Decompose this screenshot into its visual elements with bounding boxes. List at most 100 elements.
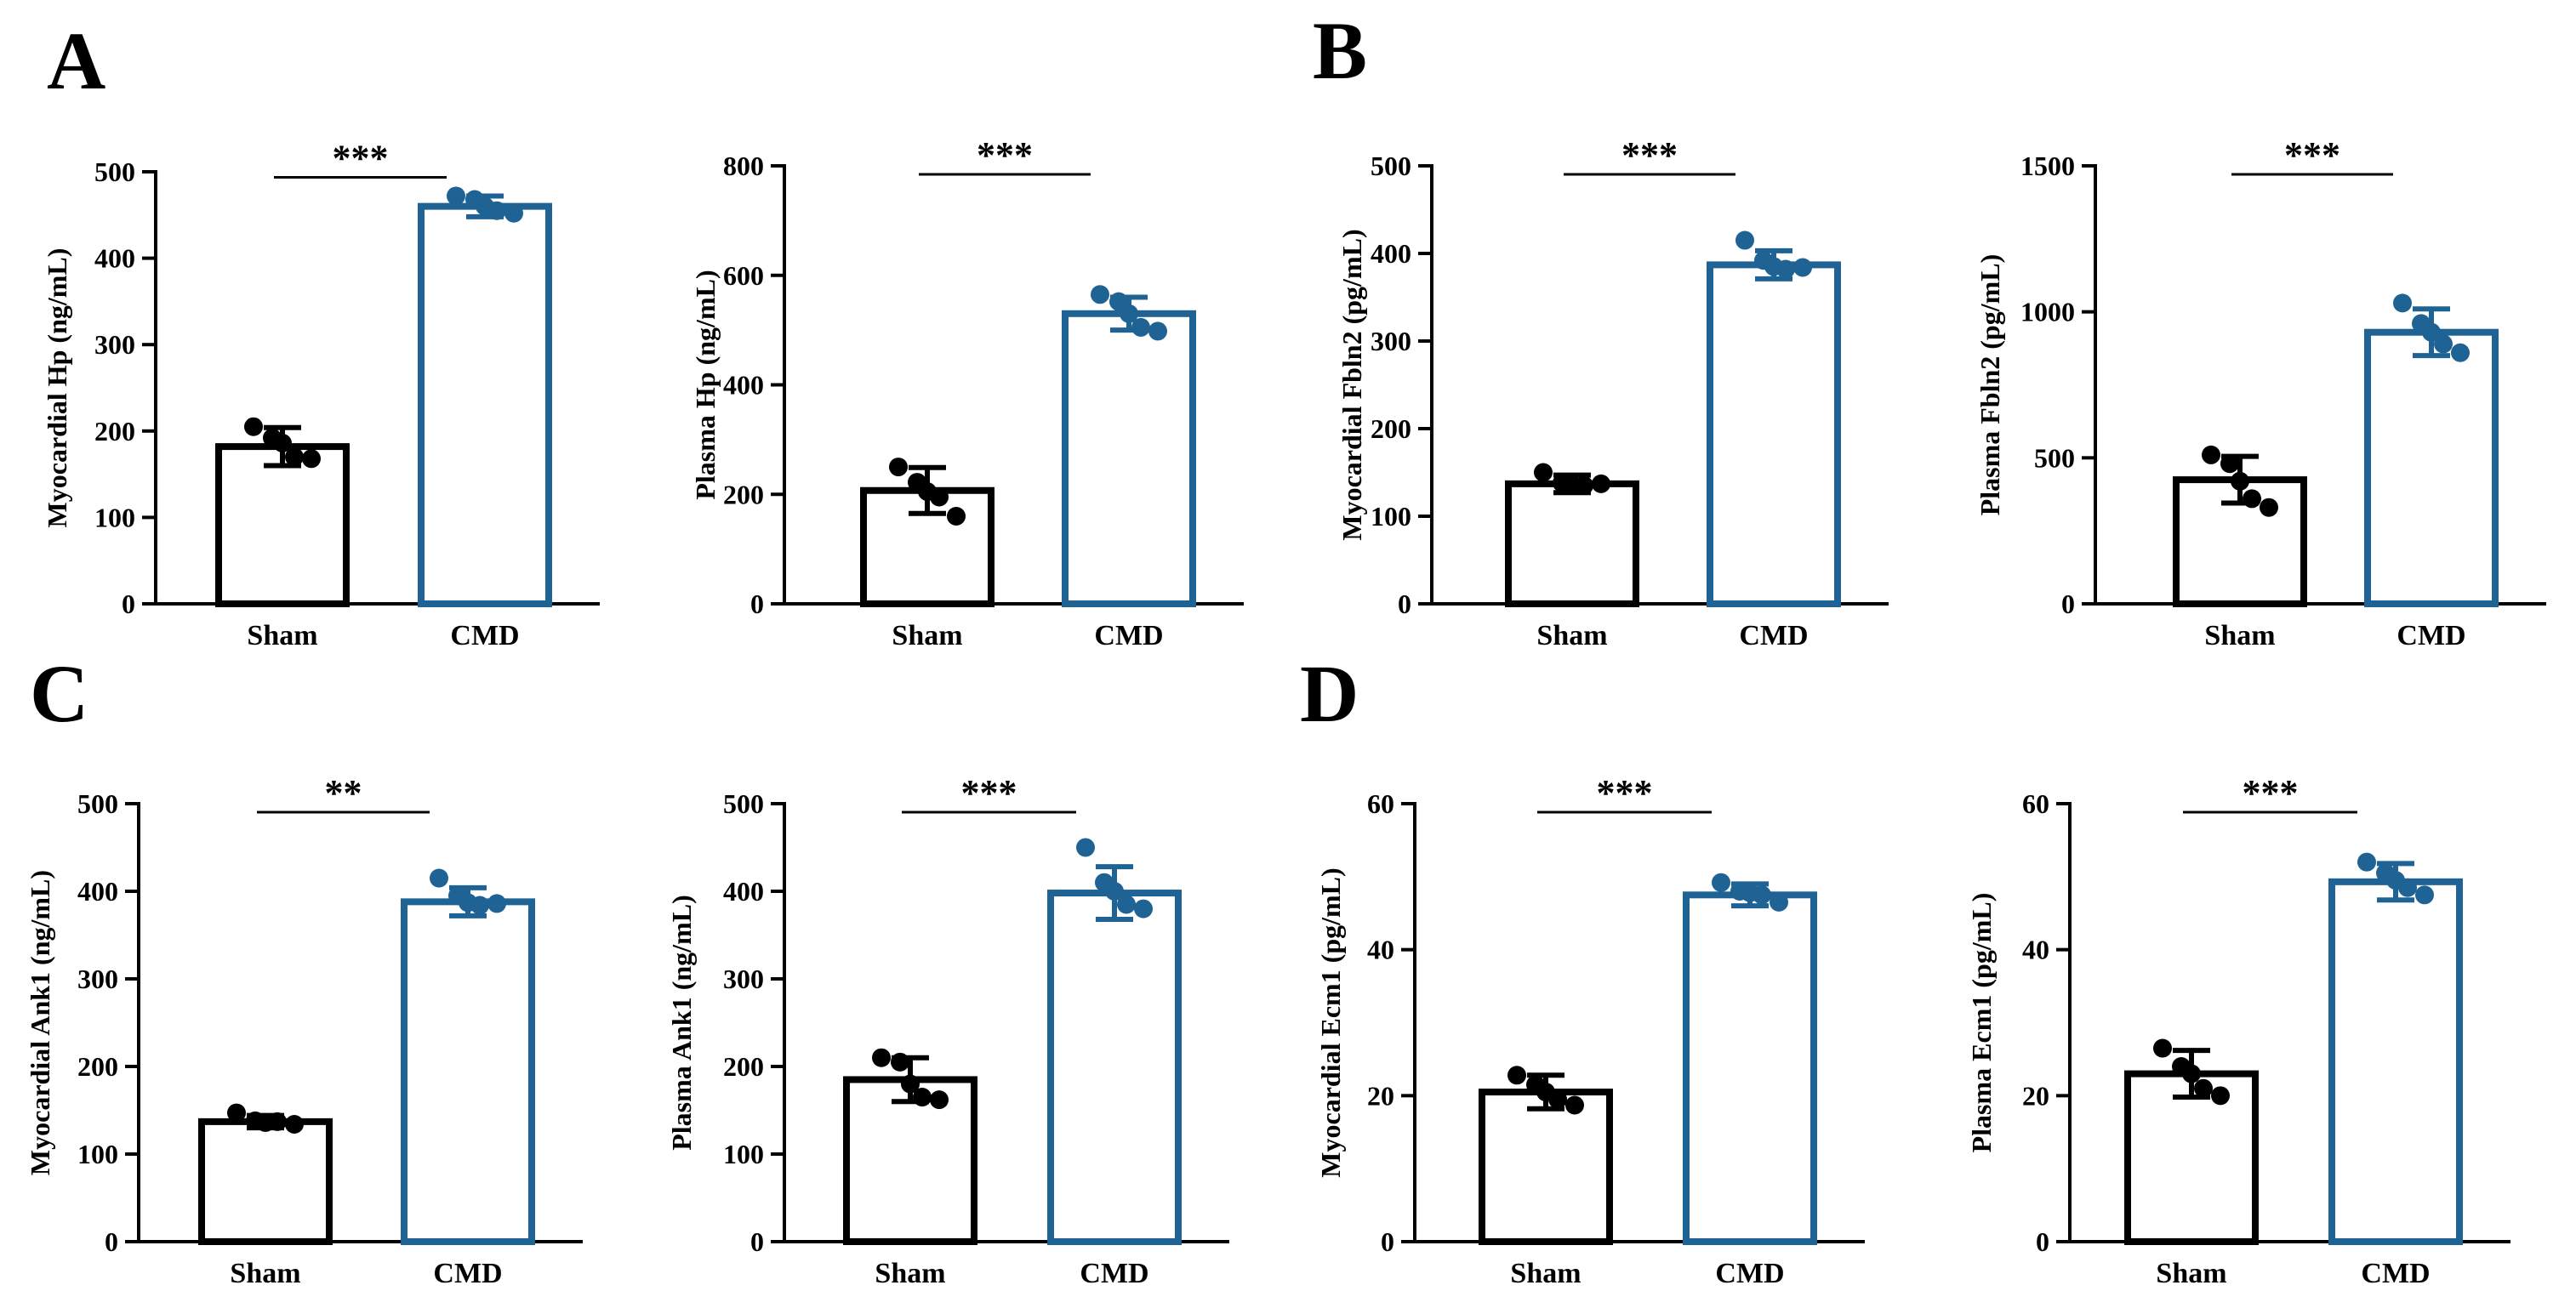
data-point (1148, 321, 1167, 341)
data-point (470, 896, 489, 915)
data-point (913, 1088, 932, 1107)
y-tick-label: 300 (94, 329, 135, 360)
y-tick-label: 1500 (2020, 151, 2075, 181)
data-point (273, 434, 292, 453)
y-tick-label: 0 (2061, 589, 2075, 619)
y-axis-label: Myocardial Ecm1 (pg/mL) (1315, 867, 1346, 1177)
x-tick-label: Sham (1536, 620, 1607, 651)
panel-letter-b: B (1313, 5, 1367, 96)
data-point (1076, 838, 1095, 857)
chart-6: 0 100 200 300 400 500 Plasma Ank1 (ng/mL) Sham C… (666, 772, 1229, 1289)
y-tick-label: 1000 (2020, 297, 2075, 327)
data-point (504, 203, 523, 223)
chart-1: 0 100 200 300 400 500 Myocardial Hp (ng/mL) Sha… (42, 137, 600, 651)
data-point (487, 201, 506, 220)
data-point (2243, 489, 2261, 509)
x-tick-label: Sham (247, 620, 317, 651)
significance-label: *** (977, 134, 1033, 176)
data-point (1735, 230, 1754, 250)
data-point (487, 894, 506, 913)
data-point (2231, 471, 2249, 491)
y-tick-label: 200 (77, 1051, 118, 1082)
y-tick-label: 400 (1371, 238, 1411, 269)
data-point (227, 1103, 246, 1123)
y-tick-label: 0 (122, 589, 135, 619)
data-point (285, 447, 304, 467)
bar-cmd (401, 898, 535, 1245)
panel-letter-a: A (47, 15, 105, 106)
data-point (2194, 1078, 2213, 1098)
bar-sham (198, 1117, 333, 1246)
y-tick-label: 300 (723, 964, 764, 994)
data-point (889, 458, 908, 477)
y-tick-label: 0 (105, 1226, 118, 1257)
y-axis-label: Myocardial Ank1 (ng/mL) (25, 870, 55, 1175)
significance-label: *** (2243, 772, 2299, 814)
data-point (1134, 899, 1153, 918)
x-tick-label: Sham (1510, 1258, 1581, 1289)
y-tick-label: 300 (1371, 326, 1411, 356)
data-point (1712, 873, 1730, 892)
y-tick-label: 20 (1367, 1080, 1394, 1111)
data-point (2211, 1086, 2230, 1106)
data-point (1575, 475, 1593, 495)
y-axis-label: Plasma Ecm1 (pg/mL) (1966, 893, 1997, 1153)
panel-letter-d: D (1300, 648, 1359, 739)
data-point (1548, 1089, 1567, 1109)
y-tick-label: 400 (94, 243, 135, 274)
chart-3: 0 100 200 300 400 500 Myocardial Fbln2 (pg/mL)… (1336, 134, 1889, 651)
bar-sham (1505, 480, 1639, 608)
data-point (302, 449, 321, 469)
chart-2: 0 200 400 600 800 Plasma Hp (ng/mL) Sham CMD *** (690, 134, 1244, 651)
data-point (1117, 895, 1136, 914)
chart-8: 0 20 40 60 Plasma Ecm1 (pg/mL) Sham CMD *** (1966, 772, 2510, 1289)
data-point (901, 1074, 920, 1094)
data-point (1131, 317, 1150, 337)
x-tick-label: Sham (875, 1258, 945, 1289)
bar-cmd (1683, 891, 1817, 1245)
y-tick-label: 200 (1371, 413, 1411, 444)
y-tick-label: 60 (1367, 788, 1394, 819)
significance-label: *** (2284, 134, 2340, 176)
data-point (2220, 454, 2239, 474)
data-point (244, 417, 263, 436)
x-tick-label: CMD (1739, 620, 1808, 651)
y-axis-label: Plasma Fbln2 (pg/mL) (1975, 254, 2005, 516)
y-tick-label: 40 (1367, 935, 1394, 965)
significance-label: *** (333, 137, 389, 179)
y-tick-label: 60 (2022, 788, 2049, 819)
data-point (2357, 852, 2376, 872)
data-point (2182, 1064, 2201, 1083)
data-point (930, 487, 949, 507)
x-tick-label: Sham (2204, 620, 2275, 651)
x-tick-label: CMD (2396, 620, 2465, 651)
y-tick-label: 100 (77, 1139, 118, 1169)
data-point (1770, 892, 1788, 912)
y-tick-label: 500 (94, 156, 135, 187)
bar-cmd (1047, 890, 1182, 1246)
chart-4: 0 500 1000 1500 Plasma Fbln2 (pg/mL) Sham CMD *… (1975, 134, 2546, 651)
bar-cmd (2364, 328, 2499, 607)
y-tick-label: 0 (750, 1226, 764, 1257)
y-tick-label: 0 (1398, 589, 1411, 619)
data-point (872, 1048, 891, 1067)
data-point (947, 507, 966, 526)
data-point (1565, 1095, 1584, 1115)
y-axis-label: Myocardial Hp (ng/mL) (42, 248, 72, 528)
data-point (1105, 882, 1124, 901)
data-point (2451, 343, 2470, 362)
data-point (2260, 498, 2278, 517)
y-tick-label: 200 (723, 1051, 764, 1082)
data-point (1507, 1066, 1526, 1085)
chart-5: 0 100 200 300 400 500 Myocardial Ank1 (ng/mL) S… (25, 772, 583, 1289)
y-tick-label: 100 (723, 1139, 764, 1169)
y-tick-label: 0 (1381, 1226, 1394, 1257)
bar-cmd (418, 202, 552, 607)
bar-sham (1479, 1089, 1613, 1245)
x-tick-label: Sham (230, 1258, 300, 1289)
y-tick-label: 800 (723, 151, 764, 181)
chart-7: 0 20 40 60 Myocardial Ecm1 (pg/mL) Sham CMD *** (1315, 772, 1865, 1289)
y-tick-label: 500 (1371, 151, 1411, 181)
data-point (1752, 885, 1771, 905)
